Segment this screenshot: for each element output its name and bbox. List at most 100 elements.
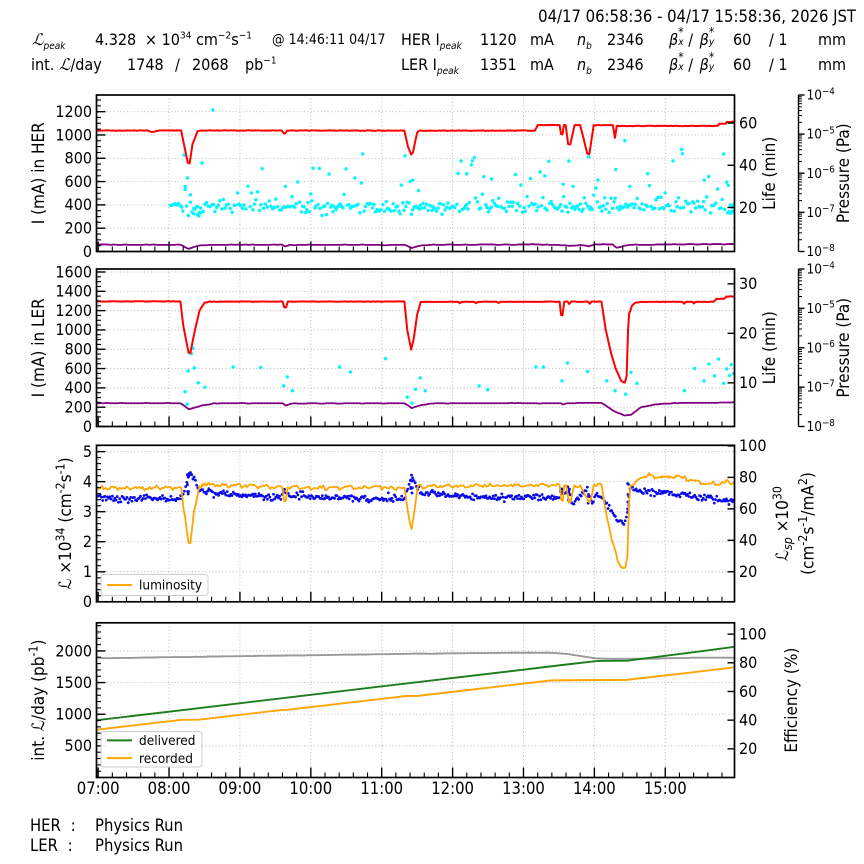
circle (645, 204, 650, 209)
chart-text: 11:00 (360, 779, 403, 798)
circle (607, 210, 611, 215)
circle (186, 213, 191, 218)
circle (325, 201, 330, 205)
text-fragment: 1000 (55, 705, 92, 724)
circle (577, 207, 581, 211)
text-fragment: 40 (739, 531, 757, 550)
her-peak-label: HER Ipeak (401, 30, 462, 52)
circle (455, 202, 459, 207)
circle (129, 495, 133, 499)
circle (604, 207, 608, 211)
text-fragment: 60 (739, 499, 757, 518)
circle (236, 492, 240, 496)
chart-text: 1000 (55, 125, 92, 144)
circle (112, 499, 116, 503)
chart-text: luminosity (139, 578, 202, 594)
circle (434, 209, 439, 213)
circle (382, 209, 387, 213)
circle (467, 200, 472, 205)
circle (468, 495, 472, 499)
circle (643, 487, 647, 491)
circle (623, 519, 627, 523)
circle (270, 498, 274, 502)
circle (721, 381, 726, 386)
circle (279, 208, 284, 212)
circle (515, 494, 518, 498)
circle (515, 201, 520, 206)
text-fragment: 0 (83, 242, 92, 261)
circle (539, 204, 544, 208)
circle (320, 494, 324, 498)
right-label-luminosity: (cm-2s-1/mA2) (796, 472, 818, 575)
text-fragment: 2000 (55, 641, 92, 660)
circle (645, 172, 650, 176)
her-beta-unit: mm (818, 30, 847, 49)
chart-text: 40 (739, 156, 757, 175)
italic-symbol: β (699, 30, 709, 49)
circle (464, 203, 469, 207)
circle (333, 205, 337, 209)
circle (528, 176, 533, 181)
beta-star: * (678, 25, 684, 39)
chart-text: 40 (739, 710, 757, 729)
beta-star: * (708, 25, 715, 39)
circle (181, 209, 185, 213)
text-fragment: -1 (27, 646, 41, 657)
circle (192, 212, 196, 216)
circle (347, 203, 351, 207)
circle (259, 203, 263, 207)
text-fragment: −4 (822, 260, 835, 271)
circle (436, 206, 440, 210)
circle (678, 206, 683, 210)
text-fragment: 10 (807, 88, 822, 104)
circle (252, 202, 257, 206)
circle (119, 500, 123, 504)
circle (696, 498, 700, 502)
legend-luminosity: luminosity (100, 574, 209, 596)
chart-text: 10−8 (807, 243, 835, 260)
circle (363, 204, 368, 209)
circle (701, 497, 705, 500)
text-fragment: 60 (739, 682, 757, 701)
circle (294, 202, 298, 206)
circle (235, 191, 240, 195)
circle (300, 495, 303, 499)
circle (401, 201, 405, 205)
circle (407, 482, 411, 486)
circle (489, 205, 494, 209)
chart-text: 600 (65, 172, 92, 191)
circle (435, 494, 439, 498)
circle (482, 174, 486, 179)
her-nb-label: nb (577, 30, 592, 52)
circle (174, 499, 178, 503)
circle (538, 494, 542, 498)
circle (231, 365, 235, 369)
circle (384, 199, 388, 204)
circle (571, 184, 575, 189)
text-fragment: 34 (54, 527, 68, 541)
circle (114, 498, 118, 502)
circle (195, 204, 200, 209)
circle (297, 497, 301, 501)
circle (502, 500, 506, 504)
her-status-value: Physics Run (95, 816, 184, 835)
chart-text: 3 (83, 502, 92, 521)
chart-text: 08:00 (148, 779, 191, 798)
circle (254, 197, 258, 202)
circle (627, 482, 630, 486)
circle (262, 498, 266, 502)
circle (489, 177, 494, 181)
circle (576, 204, 580, 208)
circle (261, 494, 264, 498)
circle (194, 478, 197, 482)
italic-symbol: n (577, 30, 587, 49)
header-ler-name: LER I (401, 55, 437, 74)
her-peak-row: HER Ipeak 1120 mA nb 2346 β * x / β * y 60 / … (401, 25, 846, 52)
panel-her-current-frame (95, 94, 736, 253)
circle (720, 197, 724, 202)
chart-text: 800 (65, 340, 92, 359)
circle (197, 214, 201, 218)
ler-status-row: LER : Physics Run (30, 836, 183, 855)
